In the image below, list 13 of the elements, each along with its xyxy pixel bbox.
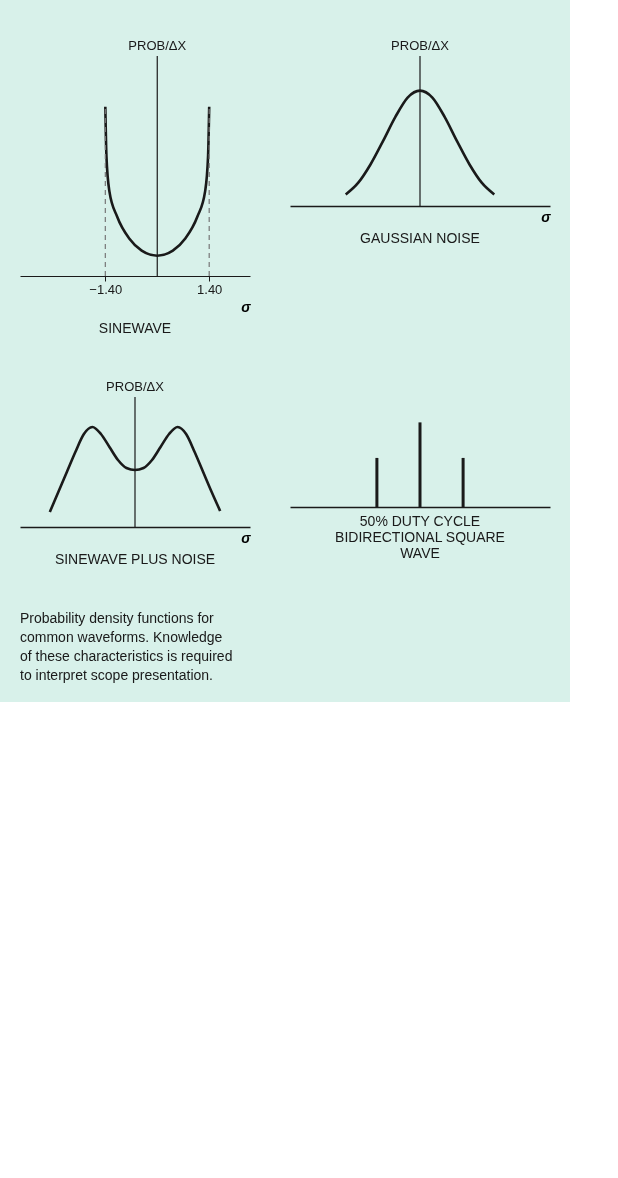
x-tick-label: 1.40 (197, 281, 223, 297)
text: SINEWAVE PLUS NOISE (54, 551, 216, 567)
y-axis-title: PROB/ΔX (391, 38, 450, 53)
y-axis-title: PROB/ΔX (128, 38, 187, 53)
x-axis-title: σ (241, 529, 252, 546)
y-axis-title: PROB/ΔX (106, 379, 165, 394)
text: Probability density functions for common waveforms. Knowledge of these characteristics is required to interpret scope presentation. (20, 610, 233, 683)
x-axis-title: σ (241, 298, 252, 315)
text: 50% DUTY CYCLE BIDIRECTIONAL SQUARE WAVE (335, 513, 505, 561)
x-axis-title: σ (541, 208, 552, 225)
x-tick-label: −1.40 (89, 281, 123, 297)
text: SINEWAVE (98, 320, 172, 336)
text: GAUSSIAN NOISE (360, 230, 480, 246)
